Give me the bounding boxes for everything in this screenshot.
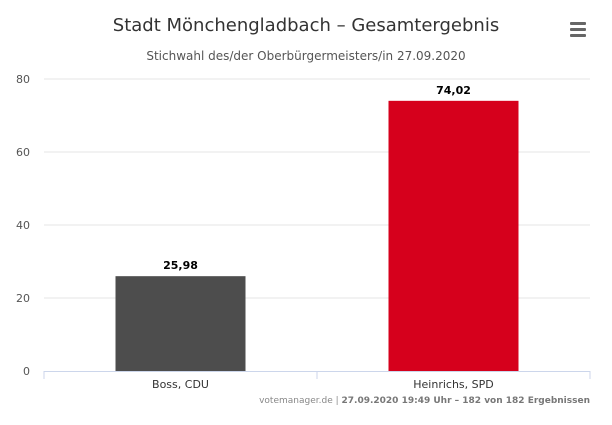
y-tick-label: 60 (16, 146, 30, 159)
bar-series (115, 100, 519, 372)
x-tick-label: Boss, CDU (152, 378, 209, 391)
chart-title: Stadt Mönchengladbach – Gesamtergebnis (113, 15, 499, 36)
y-tick-label: 20 (16, 292, 30, 305)
y-tick-label: 0 (23, 365, 30, 378)
y-axis: 0 20 40 60 80 (16, 73, 30, 378)
data-labels: 25,98 74,02 (163, 84, 471, 272)
credits-status: 27.09.2020 19:49 Uhr – 182 von 182 Ergeb… (342, 396, 591, 406)
credits: votemanager.de | 27.09.2020 19:49 Uhr – … (259, 396, 590, 406)
hamburger-menu-icon[interactable] (566, 18, 588, 38)
chart-subtitle: Stichwahl des/der Oberbürgermeisters/in … (146, 49, 465, 63)
credits-separator: | (333, 396, 342, 406)
y-tick-label: 40 (16, 219, 30, 232)
bar[interactable] (388, 100, 519, 372)
x-tick-label: Heinrichs, SPD (413, 378, 493, 391)
y-tick-label: 80 (16, 73, 30, 86)
data-label: 74,02 (436, 84, 471, 97)
bar[interactable] (115, 276, 246, 371)
credits-source[interactable]: votemanager.de (259, 396, 333, 406)
data-label: 25,98 (163, 259, 198, 272)
x-axis: Boss, CDU Heinrichs, SPD (43, 371, 591, 391)
